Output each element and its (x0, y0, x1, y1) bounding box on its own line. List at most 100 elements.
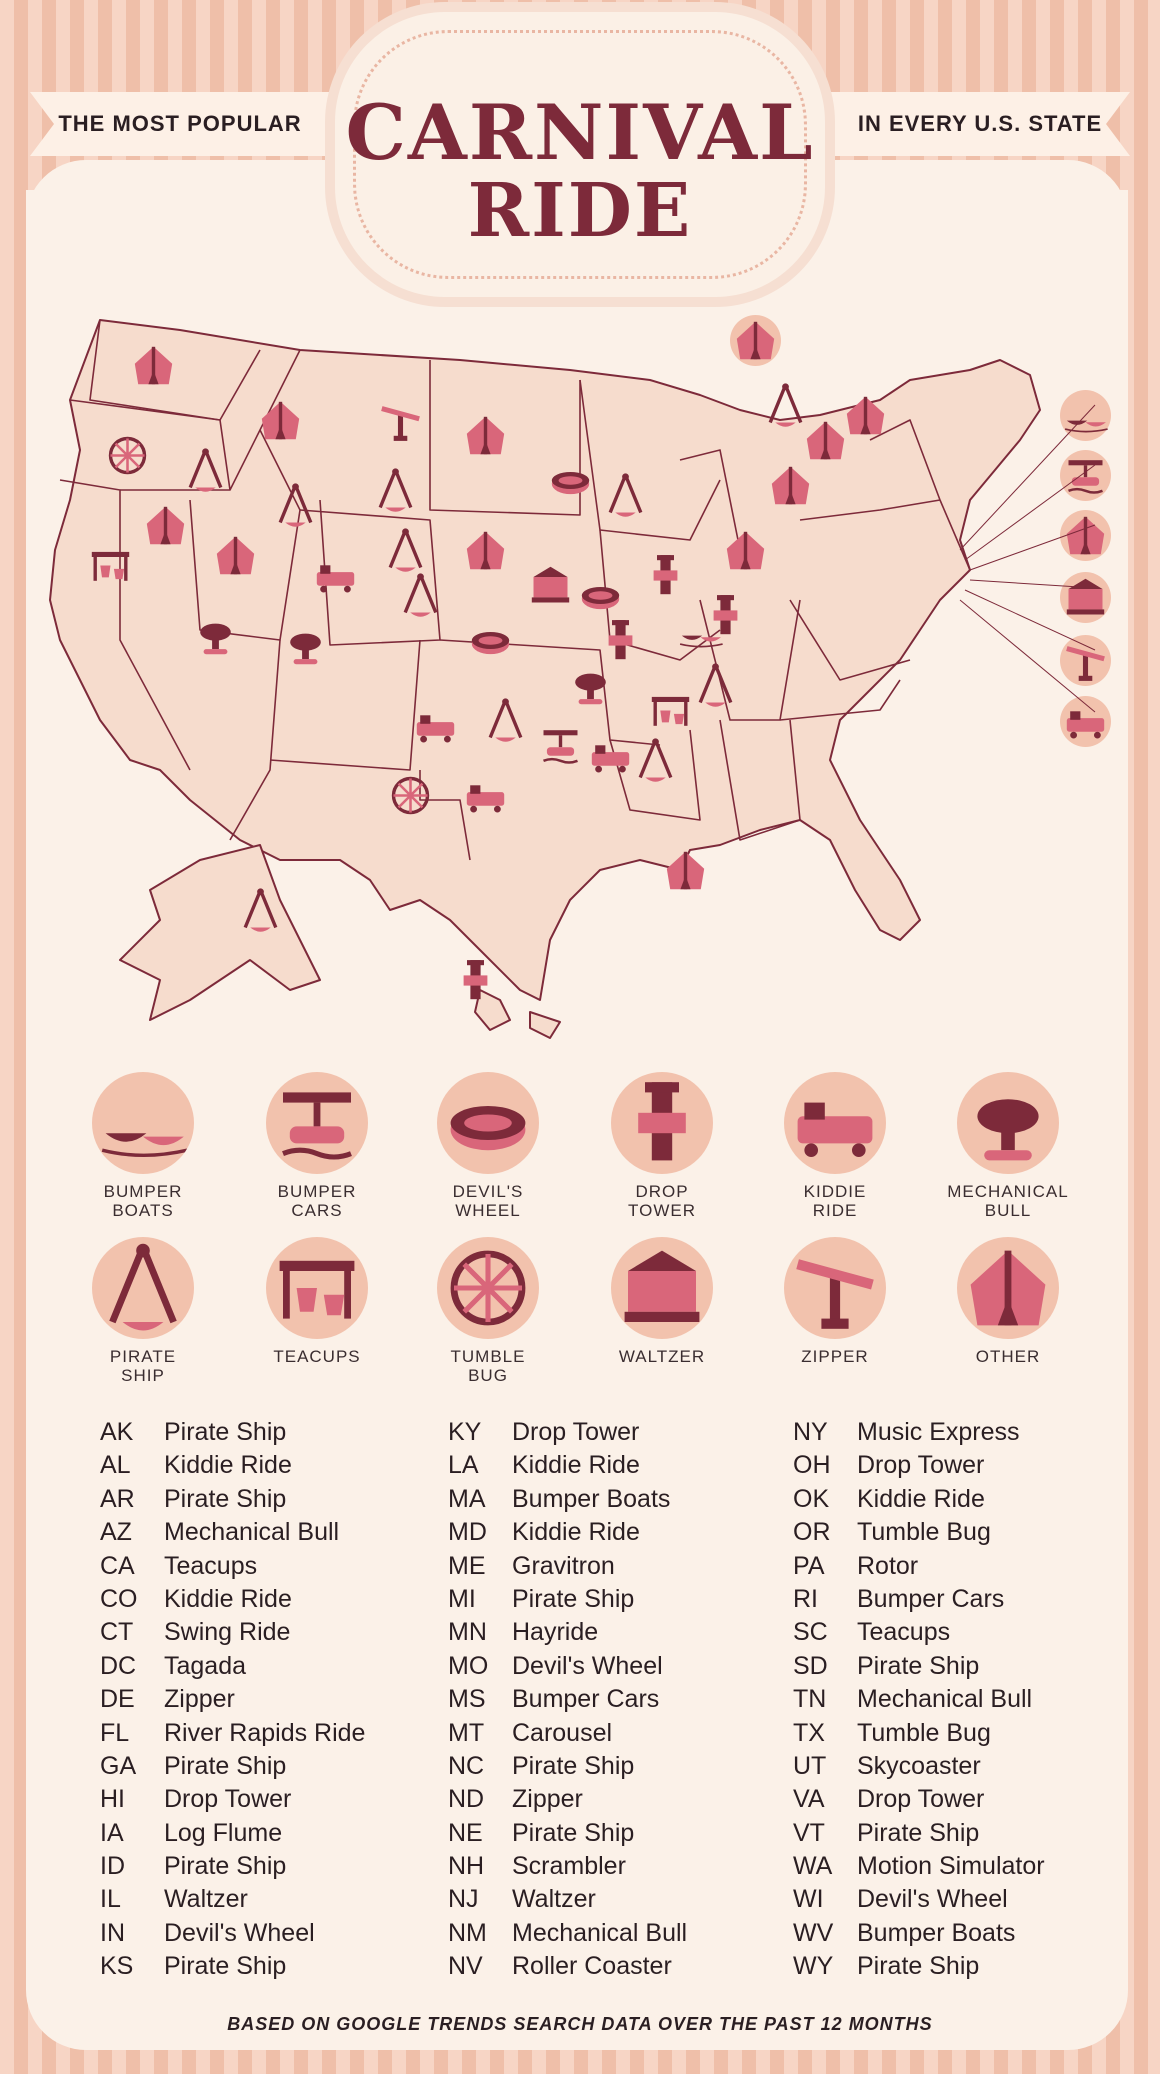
teacups-icon (91, 551, 130, 581)
map-icon-mo (471, 632, 510, 655)
map-icon-fl (666, 851, 705, 890)
map-icon-mi (608, 473, 643, 517)
map-icon-co (316, 565, 355, 593)
legend-item: MECHANICAL BULL (933, 1072, 1083, 1220)
state-abbr: NH (448, 1852, 485, 1881)
pirate-ship-icon (92, 1237, 194, 1339)
state-ride: Pirate Ship (164, 1484, 287, 1513)
state-ride: Waltzer (164, 1885, 248, 1914)
devils-wheel-icon (437, 1072, 539, 1174)
map-icon-ar (488, 698, 523, 742)
bumper-cars-icon (266, 1072, 368, 1174)
legend-item: BUMPER CARS (242, 1072, 392, 1220)
state-abbr: DE (100, 1685, 135, 1714)
legend-label: KIDDIE RIDE (803, 1182, 867, 1220)
state-row: MS Bumper Cars (448, 1685, 687, 1718)
state-abbr: WV (793, 1918, 834, 1947)
map-icon-mt (261, 401, 300, 440)
circus-tent-icon (771, 466, 810, 505)
state-ride: Zipper (512, 1785, 583, 1814)
map-icon-hi (463, 960, 488, 1000)
legend-label: TEACUPS (273, 1347, 361, 1366)
map-icon-il (531, 566, 570, 603)
state-abbr: GA (100, 1751, 137, 1780)
state-ride: Mechanical Bull (857, 1685, 1033, 1714)
state-row: LA Kiddie Ride (448, 1451, 687, 1484)
map-icon-ms (543, 730, 578, 764)
state-ride: Tagada (164, 1651, 247, 1680)
state-ride: Bumper Cars (512, 1685, 660, 1714)
map-icon-nv (146, 506, 185, 545)
map-icon-al (591, 745, 630, 773)
state-row: KS Pirate Ship (100, 1952, 365, 1985)
state-row: GA Pirate Ship (100, 1752, 365, 1785)
state-ride: Skycoaster (857, 1751, 981, 1780)
state-abbr: WI (793, 1885, 824, 1914)
pirate-ship-icon (488, 698, 523, 742)
kiddie-ride-icon (1066, 711, 1105, 739)
legend-item: KIDDIE RIDE (760, 1072, 910, 1220)
pirate-ship-icon (403, 573, 438, 617)
state-column: AK Pirate Ship AL Kiddie Ride AR Pirate Ship A… (100, 1418, 365, 1986)
map-icon-ga (638, 738, 673, 782)
map-icon-ne (388, 528, 423, 572)
circus-tent-icon (806, 421, 845, 460)
teacups-icon (266, 1237, 368, 1339)
state-abbr: ME (448, 1551, 486, 1580)
state-ride: Drop Tower (512, 1418, 640, 1446)
state-abbr: MN (448, 1618, 487, 1647)
legend-label: OTHER (975, 1347, 1041, 1366)
circus-tent-icon (134, 346, 173, 385)
state-row: VT Pirate Ship (793, 1819, 1045, 1852)
state-ride: Teacups (164, 1551, 258, 1580)
map-icon-nc (698, 663, 733, 707)
state-row: HI Drop Tower (100, 1785, 365, 1818)
bumper-boats-icon (679, 635, 723, 648)
map-icon-me (846, 396, 885, 435)
alaska-shape (119, 844, 321, 1021)
map-icon-nj (1060, 572, 1111, 623)
mechanical-bull-icon (957, 1072, 1059, 1174)
state-abbr: TN (793, 1685, 827, 1714)
kiddie-ride-icon (466, 785, 505, 813)
legend-label: BUMPER CARS (277, 1182, 357, 1220)
state-row: AL Kiddie Ride (100, 1451, 365, 1484)
state-row: DE Zipper (100, 1685, 365, 1718)
state-row: FL River Rapids Ride (100, 1719, 365, 1752)
state-abbr: AR (100, 1484, 135, 1513)
map-icon-pa (726, 531, 765, 570)
legend-label: TUMBLE BUG (450, 1347, 526, 1385)
map-icon-wa (134, 346, 173, 385)
zipper-icon (784, 1237, 886, 1339)
drop-tower-icon (713, 595, 738, 635)
state-abbr: MI (448, 1584, 476, 1613)
us-map (49, 315, 1111, 1039)
bumper-cars-icon (543, 730, 578, 764)
map-icon-oh (653, 555, 678, 595)
state-abbr: CT (100, 1618, 134, 1647)
state-abbr: NC (448, 1751, 485, 1780)
map-icon-in (581, 587, 620, 610)
map-icon-ca (91, 551, 130, 581)
state-row: MI Pirate Ship (448, 1585, 687, 1618)
state-abbr: SC (793, 1618, 828, 1647)
map-icon-ny (771, 466, 810, 505)
map-icon-sd (378, 468, 413, 512)
state-row: RI Bumper Cars (793, 1585, 1045, 1618)
state-row: MT Carousel (448, 1719, 687, 1752)
state-abbr: IA (100, 1818, 124, 1847)
state-ride: Drop Tower (164, 1785, 292, 1814)
state-row: WA Motion Simulator (793, 1852, 1045, 1885)
state-abbr: ND (448, 1785, 485, 1814)
state-abbr: RI (793, 1584, 818, 1613)
kiddie-ride-icon (316, 565, 355, 593)
state-ride: Devil's Wheel (512, 1651, 663, 1680)
kiddie-ride-icon (416, 715, 455, 743)
pirate-ship-icon (768, 383, 803, 427)
state-ride: Swing Ride (164, 1618, 291, 1647)
map-icon-id (188, 448, 223, 492)
state-abbr: KS (100, 1952, 134, 1981)
state-row: PA Rotor (793, 1552, 1045, 1585)
state-abbr: HI (100, 1785, 125, 1814)
state-abbr: DC (100, 1651, 137, 1680)
